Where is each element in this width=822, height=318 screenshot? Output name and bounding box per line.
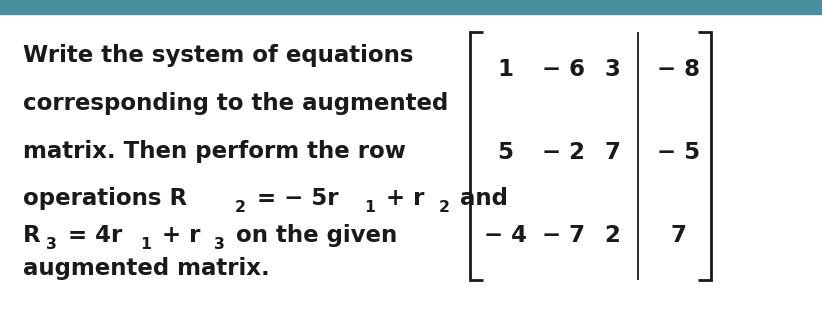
- Text: 7: 7: [670, 224, 686, 247]
- Text: = − 5r: = − 5r: [249, 187, 339, 210]
- Text: − 8: − 8: [657, 59, 700, 81]
- Text: 1: 1: [364, 200, 376, 215]
- Text: 3: 3: [215, 237, 225, 252]
- Text: R: R: [23, 224, 40, 247]
- Text: operations R: operations R: [23, 187, 187, 210]
- Text: − 6: − 6: [542, 59, 584, 81]
- Text: on the given: on the given: [229, 224, 397, 247]
- Text: 5: 5: [497, 141, 514, 164]
- Text: − 5: − 5: [657, 141, 700, 164]
- Text: 1: 1: [140, 237, 151, 252]
- Text: 7: 7: [604, 141, 621, 164]
- Text: and: and: [452, 187, 508, 210]
- Text: 2: 2: [604, 224, 621, 247]
- Text: + r: + r: [155, 224, 201, 247]
- Text: − 4: − 4: [484, 224, 527, 247]
- Text: 2: 2: [438, 200, 449, 215]
- Text: corresponding to the augmented: corresponding to the augmented: [23, 92, 448, 115]
- Text: 2: 2: [235, 200, 246, 215]
- Text: Write the system of equations: Write the system of equations: [23, 44, 413, 67]
- Text: = 4r: = 4r: [60, 224, 122, 247]
- Text: + r: + r: [378, 187, 425, 210]
- Bar: [0, 0, 822, 14]
- Text: 3: 3: [46, 237, 57, 252]
- Text: − 7: − 7: [542, 224, 584, 247]
- Text: matrix. Then perform the row: matrix. Then perform the row: [23, 140, 406, 162]
- Text: 1: 1: [497, 59, 514, 81]
- Text: − 2: − 2: [542, 141, 584, 164]
- Text: augmented matrix.: augmented matrix.: [23, 257, 270, 280]
- Text: 3: 3: [604, 59, 621, 81]
